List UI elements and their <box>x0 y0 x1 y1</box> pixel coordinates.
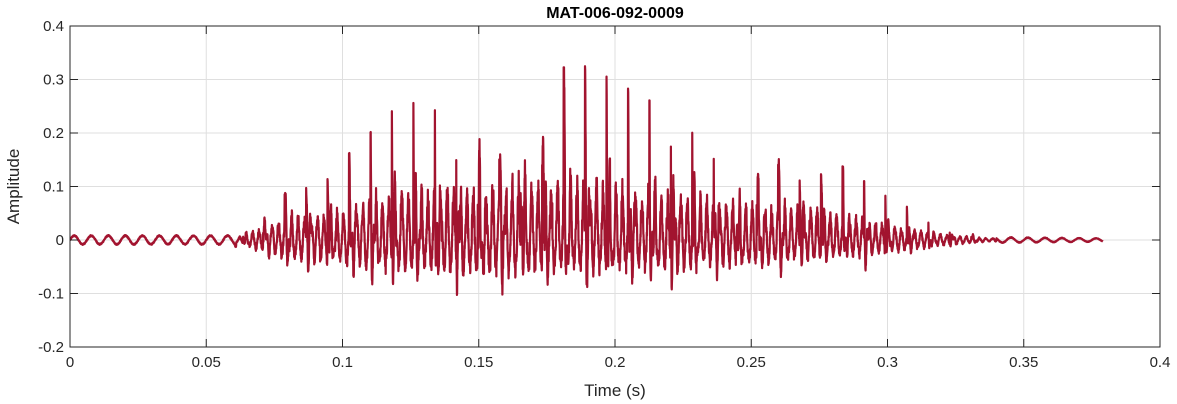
y-tick-label: -0.2 <box>38 339 64 356</box>
y-tick-labels: -0.2 -0.1 0 0.1 0.2 0.3 0.4 <box>38 18 64 356</box>
x-tick-label: 0.35 <box>1009 354 1038 371</box>
x-tick-label: 0.15 <box>464 354 493 371</box>
x-tick-label: 0.4 <box>1150 354 1171 371</box>
x-tick-label: 0.25 <box>737 354 766 371</box>
x-tick-label: 0.2 <box>605 354 626 371</box>
x-tick-label: 0.3 <box>877 354 898 371</box>
axis-ticks <box>69 25 1161 348</box>
y-tick-label: -0.1 <box>38 286 64 303</box>
y-tick-label: 0.2 <box>43 125 64 142</box>
chart-title: MAT-006-092-0009 <box>546 5 684 22</box>
x-axis-label: Time (s) <box>584 381 646 400</box>
y-tick-label: 0.4 <box>43 18 64 35</box>
y-axis-label: Amplitude <box>4 149 23 225</box>
y-tick-label: 0.3 <box>43 72 64 89</box>
amplitude-series-line <box>70 65 1104 297</box>
x-tick-label: 0.1 <box>332 354 353 371</box>
y-tick-label: 0.1 <box>43 179 64 196</box>
x-tick-label: 0 <box>66 354 74 371</box>
x-tick-labels: 0 0.05 0.1 0.15 0.2 0.25 0.3 0.35 0.4 <box>66 354 1171 371</box>
y-tick-label: 0 <box>56 232 64 249</box>
x-tick-label: 0.05 <box>192 354 221 371</box>
